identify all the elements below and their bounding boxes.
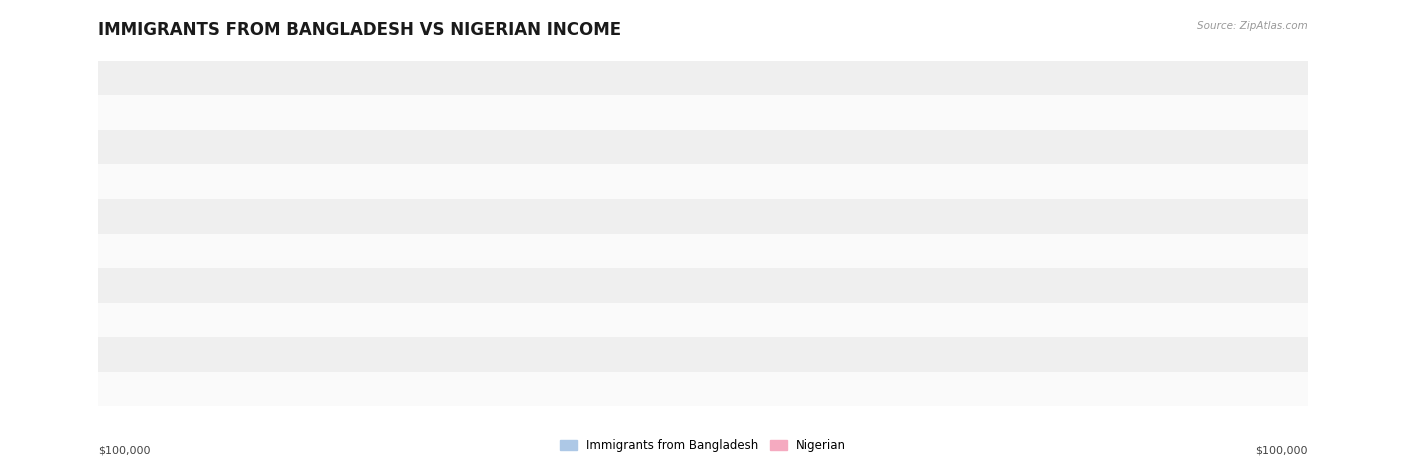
Text: Median Female Earnings: Median Female Earnings (631, 244, 775, 257)
Bar (427, 171, 703, 192)
Bar (215, 136, 703, 158)
Bar (703, 378, 1060, 400)
Text: $39,641: $39,641 (939, 246, 986, 256)
Bar (703, 205, 1018, 227)
Bar (703, 344, 1281, 365)
Text: $41,026: $41,026 (948, 73, 994, 83)
Text: Median Male Earnings: Median Male Earnings (638, 210, 768, 223)
Text: IMMIGRANTS FROM BANGLADESH VS NIGERIAN INCOME: IMMIGRANTS FROM BANGLADESH VS NIGERIAN I… (98, 21, 621, 39)
Text: $94,665: $94,665 (104, 107, 156, 118)
Text: $97,522: $97,522 (1251, 107, 1302, 118)
Text: $81,725: $81,725 (1251, 142, 1302, 152)
Text: $92,208: $92,208 (104, 349, 155, 360)
Bar (131, 102, 703, 123)
Bar (156, 309, 703, 331)
Bar (703, 275, 1001, 296)
Text: Householder Age | 45 - 64 years: Householder Age | 45 - 64 years (607, 348, 799, 361)
Text: $90,448: $90,448 (104, 315, 156, 325)
Text: $55,394: $55,394 (325, 384, 371, 394)
Text: $52,039: $52,039 (1015, 211, 1060, 221)
Text: Householder Age | Under 25 years: Householder Age | Under 25 years (602, 279, 804, 292)
Text: $95,492: $95,492 (1250, 349, 1302, 360)
Text: $58,992: $58,992 (1057, 384, 1102, 394)
Bar (146, 344, 703, 365)
Bar (373, 275, 703, 296)
Bar (703, 136, 1197, 158)
Text: $45,532: $45,532 (385, 177, 430, 187)
Bar (703, 240, 942, 262)
Bar (391, 205, 703, 227)
Bar (703, 171, 979, 192)
Legend: Immigrants from Bangladesh, Nigerian: Immigrants from Bangladesh, Nigerian (555, 434, 851, 456)
Text: $39,910: $39,910 (419, 246, 465, 256)
Text: $54,714: $54,714 (329, 280, 375, 290)
Text: $45,532: $45,532 (976, 177, 1021, 187)
Text: $87,730: $87,730 (1251, 315, 1302, 325)
Bar (703, 67, 950, 89)
Bar (703, 309, 1233, 331)
Text: Median Earnings: Median Earnings (654, 175, 752, 188)
Text: $49,416: $49,416 (998, 280, 1045, 290)
Text: Householder Age | 25 - 44 years: Householder Age | 25 - 44 years (607, 313, 799, 326)
Text: $100,000: $100,000 (1256, 446, 1308, 456)
Bar (703, 102, 1292, 123)
Text: Source: ZipAtlas.com: Source: ZipAtlas.com (1197, 21, 1308, 31)
Bar (368, 378, 703, 400)
Text: Median Family Income: Median Family Income (637, 106, 769, 119)
Text: $80,722: $80,722 (104, 142, 155, 152)
Text: Householder Age | Over 65 years: Householder Age | Over 65 years (605, 382, 801, 396)
Text: Median Household Income: Median Household Income (626, 141, 780, 154)
Text: $51,642: $51,642 (349, 211, 394, 221)
Text: $100,000: $100,000 (98, 446, 150, 456)
Text: $41,709: $41,709 (408, 73, 454, 83)
Bar (451, 67, 703, 89)
Bar (461, 240, 703, 262)
Text: Per Capita Income: Per Capita Income (650, 71, 756, 85)
